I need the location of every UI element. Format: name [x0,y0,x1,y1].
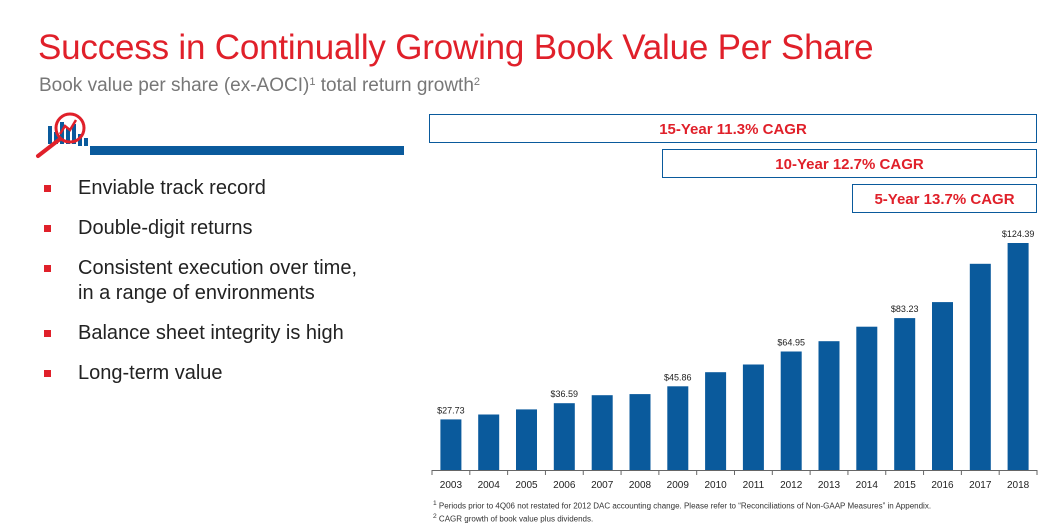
bullet-text-continued: in a range of environments [78,282,315,304]
cagr-band-10-year: 10-Year 12.7% CAGR [662,149,1037,178]
x-tick-label-2014: 2014 [856,480,879,491]
x-tick-label-2005: 2005 [515,480,538,491]
bar-2014 [856,326,878,470]
x-tick-label-2010: 2010 [704,480,727,491]
data-label-2003: $27.73 [437,405,465,415]
subtitle-mid: total return growth [315,75,474,96]
bar-2018 [1007,243,1029,470]
bar-2013 [818,341,840,470]
bullet-item: Double-digit returns [42,216,357,241]
bullet-list: Enviable track record Double-digit retur… [42,176,357,401]
bullet-text: Double-digit returns [78,217,253,239]
subtitle-main: Book value per share (ex-AOCI) [39,75,310,96]
x-tick-label-2007: 2007 [591,480,614,491]
bullet-item: Balance sheet integrity is high [42,321,357,346]
bar-2007 [591,395,613,470]
footnote-2-text: CAGR growth of book value plus dividends… [436,514,594,524]
x-tick-label-2009: 2009 [667,480,690,491]
footnote-2-marker: 2 [433,512,437,520]
data-label-2006: $36.59 [551,389,579,399]
footnote-1-marker: 1 [433,500,437,507]
footnote-1-text: Periods prior to 4Q06 not restated for 2… [436,501,932,511]
bar-2011 [742,364,764,470]
bar-2010 [705,372,727,470]
magnifier-bar-chart-icon [34,112,90,160]
x-tick-label-2016: 2016 [931,480,954,491]
footnotes: 1 Periods prior to 4Q06 not restated for… [433,499,931,524]
bar-2003 [440,419,462,470]
bar-2009 [667,386,689,470]
x-tick-label-2003: 2003 [440,480,463,491]
x-tick-label-2013: 2013 [818,480,841,491]
page-subtitle: Book value per share (ex-AOCI)1 total re… [39,75,480,97]
bar-2015 [894,318,916,470]
x-tick-label-2011: 2011 [743,480,765,491]
footnote-2: 2 CAGR growth of book value plus dividen… [433,512,931,525]
bar-2006 [553,403,575,470]
bar-2012 [780,351,802,470]
subtitle-footnote-ref-2: 2 [473,76,481,88]
bullet-item: Consistent execution over time, in a rang… [42,256,357,306]
subtitle-footnote-ref-1: 1 [309,76,316,88]
header-rule [90,146,404,155]
x-tick-label-2017: 2017 [969,480,992,491]
bar-2005 [516,409,537,470]
x-tick-label-2018: 2018 [1007,480,1030,491]
bullet-text: Balance sheet integrity is high [78,322,344,344]
x-tick-label-2004: 2004 [478,480,501,491]
bullet-text: Long-term value [78,362,223,384]
bullet-item: Enviable track record [42,176,357,201]
bar-2008 [629,394,651,470]
x-tick-label-2012: 2012 [780,480,803,491]
bullet-item: Long-term value [42,361,357,386]
x-tick-label-2015: 2015 [894,480,917,491]
bar-2016 [932,302,953,470]
data-label-2012: $64.95 [777,338,805,348]
x-tick-label-2006: 2006 [553,480,576,491]
footnote-1: 1 Periods prior to 4Q06 not restated for… [433,499,931,512]
cagr-band-15-year: 15-Year 11.3% CAGR [429,114,1037,143]
bar-2004 [478,414,500,470]
bullet-text: Consistent execution over time, [78,257,358,279]
page-title: Success in Continually Growing Book Valu… [38,28,874,67]
data-label-2009: $45.86 [664,372,692,382]
data-label-2015: $83.23 [891,304,919,314]
data-label-2018: $124.39 [1002,229,1035,239]
bullet-text: Enviable track record [78,177,266,199]
bar-2017 [969,263,991,470]
cagr-band-5-year: 5-Year 13.7% CAGR [852,184,1037,213]
x-tick-label-2008: 2008 [629,480,652,491]
